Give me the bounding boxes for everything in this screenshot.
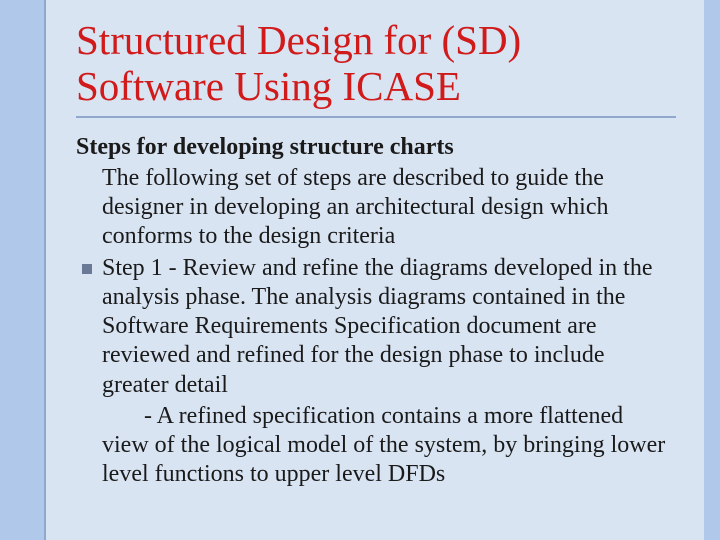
step1-text: Step 1 - Review and refine the diagrams … [102, 254, 676, 400]
bullet-item-step1: Step 1 - Review and refine the diagrams … [76, 254, 676, 400]
slide-intro-text: The following set of steps are described… [76, 164, 676, 252]
slide-content-box: Structured Design for (SD) Software Usin… [44, 0, 704, 540]
subnote-line1: - A refined specification contains a mor… [76, 402, 676, 431]
subnote-line2: view of the logical model of the system,… [76, 431, 676, 490]
slide-subtitle: Steps for developing structure charts [76, 132, 676, 162]
slide-title: Structured Design for (SD) Software Usin… [76, 18, 676, 118]
square-bullet-icon [82, 264, 92, 274]
